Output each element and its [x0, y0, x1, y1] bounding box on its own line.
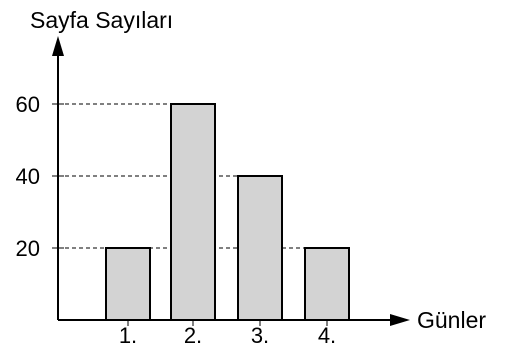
y-tick-label: 40 — [16, 164, 40, 189]
bar-1 — [105, 247, 151, 321]
bar-4 — [304, 247, 350, 321]
y-ticks: 20 40 60 — [16, 92, 64, 261]
y-axis-arrow — [52, 36, 64, 56]
y-tick-label: 60 — [16, 92, 40, 117]
bar-3 — [237, 175, 283, 321]
y-axis-label: Sayfa Sayıları — [30, 7, 173, 33]
bars — [105, 103, 350, 321]
x-tick-label: 2. — [184, 323, 202, 347]
x-tick-label: 1. — [119, 323, 137, 347]
x-tick-label: 4. — [318, 323, 336, 347]
y-tick-label: 20 — [16, 236, 40, 261]
bar-2 — [170, 103, 216, 321]
x-tick-label: 3. — [251, 323, 269, 347]
x-ticks: 1. 2. 3. 4. — [119, 320, 336, 347]
x-axis-arrow — [390, 314, 410, 326]
x-axis-label: Günler — [417, 307, 486, 333]
